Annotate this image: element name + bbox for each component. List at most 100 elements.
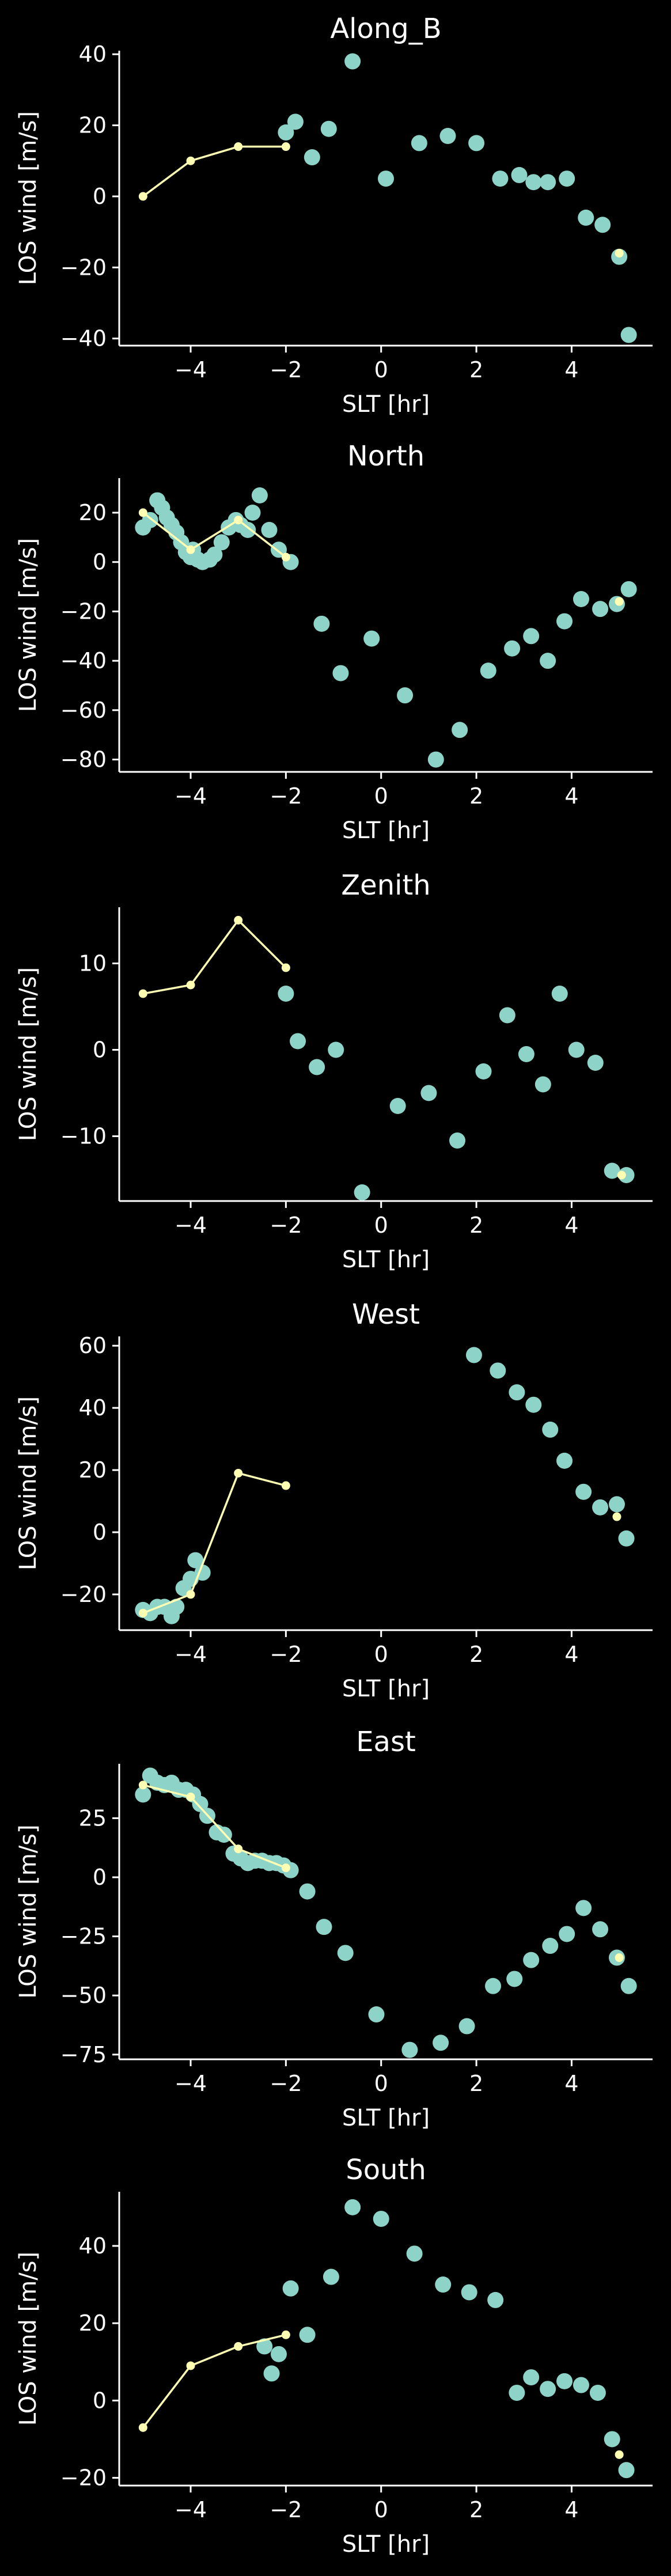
data-point	[256, 2338, 273, 2355]
data-point	[168, 1598, 185, 1615]
y-tick-label: −40	[60, 326, 107, 351]
x-tick-label: 2	[469, 1642, 483, 1667]
data-point	[433, 2035, 449, 2051]
x-axis-label: SLT [hr]	[342, 2531, 430, 2558]
series-line	[142, 2333, 286, 2429]
subplot-3: Zenith −4 −2 0 2 4 −10 0 10 SLT [hr] LOS wind [m/s…	[15, 869, 653, 1273]
data-point	[542, 1421, 559, 1438]
data-point	[427, 751, 444, 768]
data-point	[461, 2284, 477, 2301]
x-tick-label: 0	[374, 1642, 388, 1667]
x-axis-label: SLT [hr]	[342, 391, 430, 418]
data-point	[263, 2365, 280, 2382]
data-point	[525, 174, 542, 191]
y-tick-label: 60	[79, 1333, 107, 1358]
data-point	[592, 1499, 609, 1516]
line-marker	[612, 1512, 621, 1521]
y-tick-label: −20	[60, 598, 107, 624]
data-point	[213, 534, 230, 551]
line-marker	[138, 1781, 147, 1790]
data-point	[389, 1098, 406, 1114]
data-point	[618, 2462, 635, 2479]
chart-title: Along_B	[330, 13, 441, 45]
data-point	[511, 166, 528, 183]
line-marker	[234, 142, 243, 151]
y-tick-label: −20	[60, 2465, 107, 2491]
line-marker	[186, 1590, 195, 1599]
x-tick-label: −4	[175, 1642, 207, 1667]
line-marker	[186, 156, 195, 165]
x-axis-label: SLT [hr]	[342, 1676, 430, 1702]
data-point	[401, 2041, 418, 2058]
data-point	[316, 1919, 332, 1935]
y-tick-label: 0	[93, 1865, 107, 1890]
x-tick-label: −4	[175, 783, 207, 809]
x-tick-label: 0	[374, 1213, 388, 1238]
line-marker	[138, 508, 147, 517]
data-point	[542, 1938, 559, 1954]
y-axis-label: LOS wind [m/s]	[15, 111, 41, 285]
data-point	[487, 2291, 504, 2308]
data-point	[573, 591, 589, 607]
line-marker	[186, 980, 195, 990]
y-tick-label: −20	[60, 255, 107, 280]
data-point	[328, 1041, 344, 1058]
chart-title: West	[352, 1298, 420, 1331]
data-point	[551, 986, 568, 1002]
y-tick-label: 10	[79, 951, 107, 976]
y-tick-label: −20	[60, 1582, 107, 1607]
y-tick-label: 0	[93, 550, 107, 575]
data-point	[411, 135, 427, 151]
data-point	[206, 546, 223, 563]
x-tick-label: −4	[175, 357, 207, 382]
data-point	[304, 149, 320, 166]
line-marker	[186, 2361, 195, 2370]
y-tick-label: 25	[79, 1805, 107, 1831]
data-point	[135, 1786, 151, 1803]
y-axis-label: LOS wind [m/s]	[15, 967, 41, 1141]
chart-title: East	[356, 1726, 416, 1758]
data-point	[509, 2384, 525, 2401]
y-tick-label: −50	[60, 1983, 107, 2008]
data-point	[608, 1496, 625, 1513]
data-point	[251, 487, 268, 503]
data-point	[363, 630, 380, 647]
x-tick-label: 0	[374, 2497, 388, 2522]
data-point	[406, 2245, 423, 2262]
x-tick-label: −2	[270, 357, 302, 382]
data-point	[592, 601, 609, 618]
data-point	[578, 209, 594, 226]
x-axis-label: SLT [hr]	[342, 817, 430, 844]
data-point	[309, 1059, 325, 1075]
data-point	[373, 2210, 389, 2227]
data-point	[604, 2431, 620, 2448]
data-point	[344, 2199, 361, 2215]
data-point	[480, 662, 496, 679]
data-point	[559, 1926, 575, 1942]
data-point	[337, 1945, 354, 1961]
line-marker	[138, 192, 147, 201]
x-tick-label: 2	[469, 783, 483, 809]
chart-title: South	[346, 2154, 426, 2186]
y-axis-label: LOS wind [m/s]	[15, 538, 41, 712]
x-axis-label: SLT [hr]	[342, 1247, 430, 1273]
line-marker	[615, 597, 624, 606]
data-point	[449, 1132, 466, 1149]
data-point	[540, 174, 556, 191]
data-point	[620, 327, 637, 343]
data-point	[397, 687, 414, 704]
line-marker	[234, 1468, 243, 1478]
y-tick-label: 20	[79, 1457, 107, 1483]
data-point	[556, 2373, 573, 2389]
data-point	[518, 1046, 534, 1062]
subplot-5: East −4 −2 0 2 4 −75 −50 −25 0 25 SLT [hr] LOS wind …	[15, 1726, 653, 2131]
x-tick-label: −2	[270, 1642, 302, 1667]
data-point	[525, 1396, 542, 1413]
data-point	[299, 1883, 316, 1900]
data-point	[475, 1063, 492, 1079]
data-point	[540, 653, 556, 669]
line-marker	[138, 2423, 147, 2432]
data-point	[556, 1452, 573, 1469]
